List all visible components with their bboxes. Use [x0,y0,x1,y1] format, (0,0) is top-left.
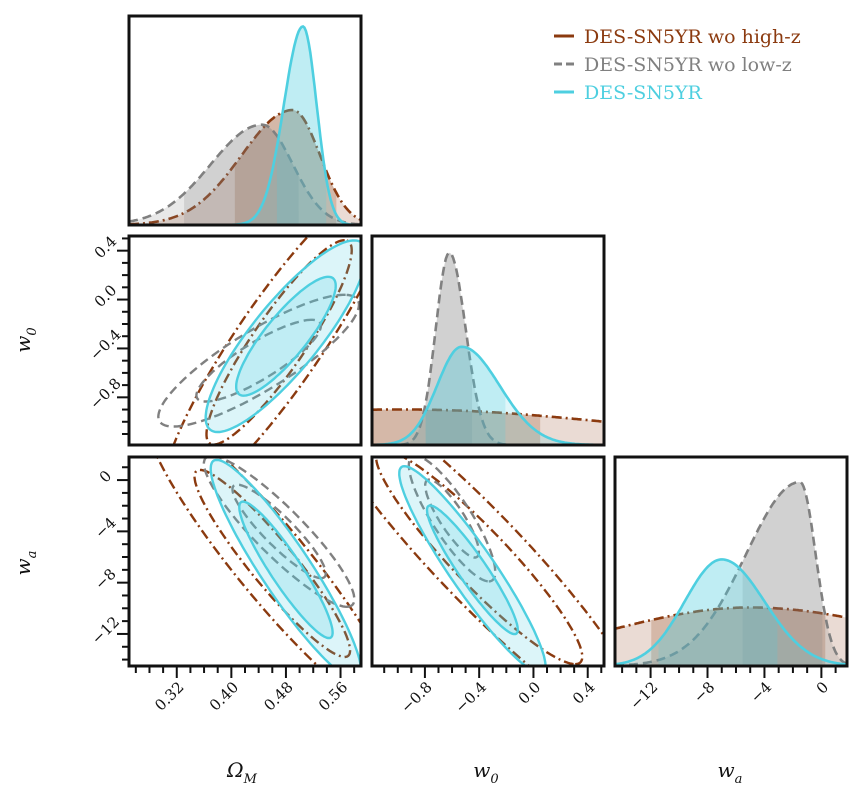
x-tick-label-w0: −0.4 [452,678,490,716]
marginal-area-1 [129,124,361,225]
contour-95-0 [156,457,361,666]
contour-95-1 [407,457,497,583]
y-tick-label-wa: −4 [91,514,119,542]
contour-95-1 [157,293,361,428]
marginal-line-0 [615,606,847,630]
contour-95-1 [202,457,356,609]
marginal-panel-om [129,25,361,225]
panel-frame [127,14,363,227]
x-tick-label-om: 0.56 [315,678,351,714]
marginal-line-2 [372,345,604,445]
marginal-band-1 [184,124,299,225]
contour-panel-w0_wa [372,457,604,666]
ylabel-wa: wa [11,551,40,576]
contour-95-2 [398,464,547,666]
panel-frame [613,455,849,668]
x-tick-label-om: 0.32 [151,678,187,714]
marginal-area-1 [372,252,604,445]
panel-frame [127,234,363,447]
marginal-area-0 [129,110,361,225]
x-tick-label-wa: 0 [813,678,832,697]
panel-frame [370,234,606,447]
legend-entry: DES-SN5YR [554,82,703,104]
contour-68-1 [231,483,327,580]
x-tick-label-w0: 0.0 [515,678,545,708]
marginal-band-0 [372,409,541,445]
xlabel-wa: wa [718,758,743,787]
y-tick-label-wa: −12 [88,613,123,648]
marginal-band-1 [742,482,823,666]
contour-68-2 [235,275,337,397]
marginal-band-2 [658,559,778,666]
ylabel-w0: w0 [11,327,40,352]
panel-frame [370,455,606,668]
marginal-panel-wa [615,480,847,666]
marginal-band-0 [651,607,826,666]
y-tick-label-wa: −8 [91,565,119,593]
contour-95-0 [372,457,604,666]
marginal-panel-w0 [372,251,604,445]
y-tick-label-w0: −0.4 [86,326,124,364]
axis-labels: ΩM w0 wa w0 wa [11,327,742,787]
contour-95-2 [204,239,361,434]
contour-68-2 [238,500,334,640]
xlabel-omega-m: ΩM [226,758,258,787]
contour-panel-om_wa [156,457,361,666]
axes-layer: 0.32 0.40 0.48 0.56 −0.8 −0.4 0.0 0.4 −12 −8 −4 0−0… [86,14,849,717]
contour-68-2 [425,504,520,636]
marginal-area-2 [129,26,361,225]
y-tick-label-w0: 0.4 [91,232,121,262]
x-tick-label-wa: −8 [690,678,718,706]
x-tick-label-wa: −12 [626,678,661,713]
contour-95-0 [172,236,361,445]
contour-panel-om_w0 [157,236,361,445]
marginal-area-2 [372,346,604,445]
y-tick-label-w0: −0.8 [86,375,124,413]
marginal-line-0 [129,108,361,225]
plot-layer [129,25,847,666]
x-tick-label-om: 0.48 [260,678,296,714]
x-tick-label-w0: −0.8 [397,678,435,716]
legend: DES-SN5YR wo high-z DES-SN5YR wo low-z D… [554,26,801,104]
legend-entry: DES-SN5YR wo low-z [554,54,792,76]
x-tick-label-wa: −4 [747,678,775,706]
marginal-area-2 [615,559,847,666]
legend-label-wo-low-z: DES-SN5YR wo low-z [584,54,792,76]
x-tick-label-om: 0.40 [206,678,242,714]
marginal-band-2 [425,346,506,445]
marginal-line-2 [129,25,361,225]
contour-68-0 [205,238,353,445]
marginal-line-1 [372,251,604,445]
xlabel-w0: w0 [473,758,498,787]
y-tick-label-wa: 0 [96,467,115,486]
legend-entry: DES-SN5YR wo high-z [554,26,801,48]
legend-label-des-sn5yr: DES-SN5YR [584,82,703,104]
legend-label-wo-high-z: DES-SN5YR wo high-z [584,26,801,48]
x-tick-label-w0: 0.4 [569,678,599,708]
y-tick-label-w0: 0.0 [91,281,121,311]
contour-68-0 [374,457,584,666]
marginal-line-2 [615,558,847,666]
marginal-area-1 [615,482,847,666]
contour-95-2 [209,458,361,666]
